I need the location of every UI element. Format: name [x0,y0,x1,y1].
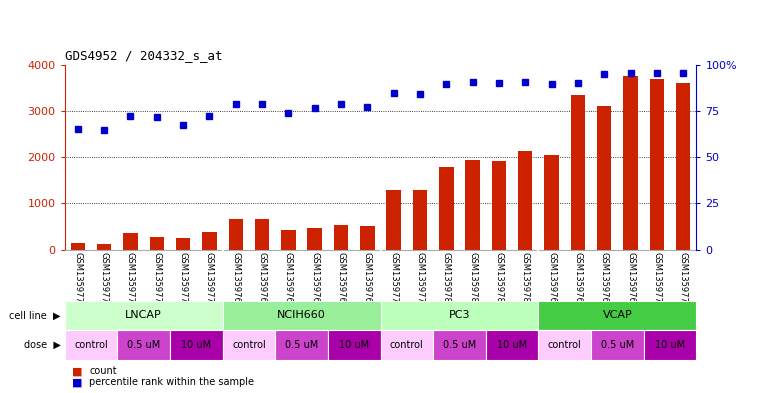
Text: GSM1359766: GSM1359766 [547,252,556,309]
Text: GSM1359778: GSM1359778 [389,252,398,309]
Text: percentile rank within the sample: percentile rank within the sample [89,377,254,387]
Bar [255,219,269,250]
Bar [539,301,696,330]
Bar [334,225,349,250]
Text: 10 uM: 10 uM [181,340,212,350]
Bar [275,330,328,360]
Text: ■: ■ [72,366,83,376]
Bar [123,233,138,250]
Bar [228,219,243,250]
Text: NCIH660: NCIH660 [277,310,326,320]
Text: GDS4952 / 204332_s_at: GDS4952 / 204332_s_at [65,49,222,62]
Text: control: control [548,340,581,350]
Text: GSM1359768: GSM1359768 [600,252,609,309]
Text: VCAP: VCAP [603,310,632,320]
Text: GSM1359760: GSM1359760 [231,252,240,308]
Text: GSM1359781: GSM1359781 [468,252,477,308]
Bar [170,330,223,360]
Text: GSM1359783: GSM1359783 [521,252,530,309]
Text: 10 uM: 10 uM [497,340,527,350]
Text: GSM1359779: GSM1359779 [416,252,425,308]
Bar [539,330,591,360]
Bar [65,301,223,330]
Bar [439,167,454,250]
Text: control: control [390,340,424,350]
Bar [223,330,275,360]
Bar [492,162,506,250]
Bar [571,95,585,250]
Text: 10 uM: 10 uM [655,340,685,350]
Text: LNCAP: LNCAP [126,310,162,320]
Bar [380,330,433,360]
Text: GSM1359765: GSM1359765 [363,252,372,308]
Text: GSM1359764: GSM1359764 [336,252,345,308]
Bar [412,191,427,250]
Bar [387,191,401,250]
Bar [71,242,85,250]
Bar [97,244,111,250]
Text: GSM1359761: GSM1359761 [257,252,266,308]
Bar [591,330,644,360]
Bar [644,330,696,360]
Bar [623,76,638,250]
Text: 10 uM: 10 uM [339,340,369,350]
Text: dose  ▶: dose ▶ [24,340,61,350]
Text: 0.5 uM: 0.5 uM [443,340,476,350]
Text: GSM1359763: GSM1359763 [310,252,319,309]
Text: count: count [89,366,116,376]
Bar [328,330,380,360]
Bar [307,228,322,250]
Text: GSM1359782: GSM1359782 [495,252,504,308]
Text: GSM1359772: GSM1359772 [73,252,82,308]
Text: ■: ■ [72,377,83,387]
Bar [202,233,217,250]
Text: GSM1359780: GSM1359780 [442,252,451,308]
Text: GSM1359762: GSM1359762 [284,252,293,308]
Bar [223,301,380,330]
Text: GSM1359775: GSM1359775 [152,252,161,308]
Bar [650,79,664,250]
Bar [150,237,164,250]
Text: 0.5 uM: 0.5 uM [600,340,634,350]
Text: 0.5 uM: 0.5 uM [285,340,318,350]
Bar [597,107,611,250]
Text: GSM1359773: GSM1359773 [100,252,109,309]
Text: 0.5 uM: 0.5 uM [127,340,161,350]
Text: cell line  ▶: cell line ▶ [9,310,61,320]
Text: GSM1359774: GSM1359774 [126,252,135,308]
Text: GSM1359776: GSM1359776 [179,252,188,309]
Bar [281,230,295,250]
Bar [117,330,170,360]
Bar [518,151,533,250]
Bar [544,155,559,250]
Text: GSM1359767: GSM1359767 [573,252,582,309]
Text: control: control [74,340,108,350]
Bar [433,330,486,360]
Bar [486,330,539,360]
Text: control: control [232,340,266,350]
Text: GSM1359769: GSM1359769 [626,252,635,308]
Text: GSM1359771: GSM1359771 [679,252,688,308]
Bar [676,83,690,250]
Text: GSM1359777: GSM1359777 [205,252,214,309]
Bar [380,301,539,330]
Bar [176,239,190,250]
Text: GSM1359770: GSM1359770 [652,252,661,308]
Bar [360,226,374,250]
Bar [65,330,117,360]
Bar [466,160,480,250]
Text: PC3: PC3 [449,310,470,320]
